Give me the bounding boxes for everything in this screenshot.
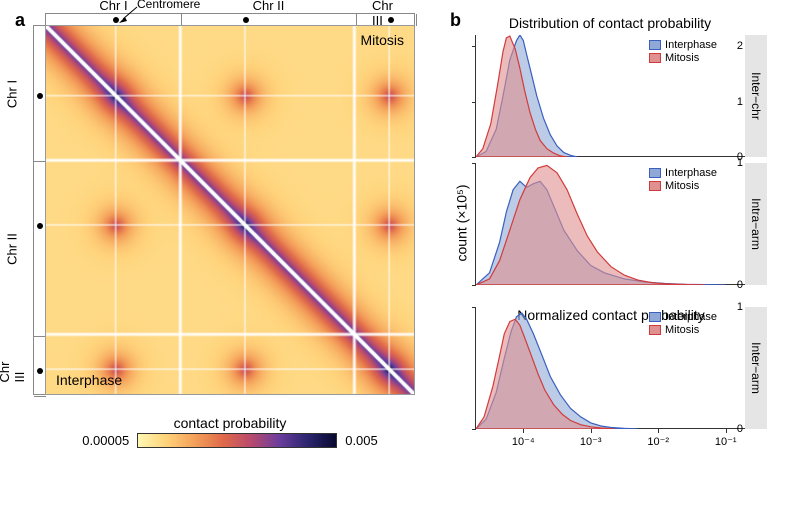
panel-a: a Chr IChr IIChr III Chr IChr IIChr III …	[15, 10, 435, 448]
legend: InterphaseMitosis	[649, 167, 717, 193]
colorbar-wrapper: contact probability 0.00005 0.005	[45, 415, 415, 448]
panel-b-label: b	[450, 10, 461, 31]
y-axis-label: count (×10⁵)	[454, 184, 470, 261]
chr-label-top: Chr II	[253, 0, 285, 13]
panel-b-title: Distribution of contact probability	[475, 15, 745, 31]
facet-strip: Inter−arm	[745, 307, 767, 429]
colorbar	[137, 433, 337, 448]
legend: InterphaseMitosis	[649, 39, 717, 65]
colorbar-min: 0.00005	[82, 433, 129, 448]
figure-container: a Chr IChr IIChr III Chr IChr IIChr III …	[0, 0, 800, 458]
chr-label-left: Chr I	[5, 79, 20, 107]
subplots-container: count (×10⁵) Inter−chrInterphaseMitosis0…	[475, 35, 775, 429]
panel-a-label: a	[15, 10, 25, 31]
subplot-intra−arm: Intra−armInterphaseMitosis01	[475, 163, 745, 285]
colorbar-row: 0.00005 0.005	[45, 433, 415, 448]
chr-label-left: Chr II	[5, 233, 20, 265]
heatmap-canvas	[46, 26, 414, 394]
colorbar-max: 0.005	[345, 433, 378, 448]
chr-label-top: Chr III	[372, 0, 400, 28]
mitosis-label: Mitosis	[360, 32, 404, 48]
heatmap-left-axis: Chr IChr IIChr III	[33, 25, 45, 395]
subplot-inter−chr: Inter−chrInterphaseMitosis012	[475, 35, 745, 157]
facet-strip: Intra−arm	[745, 163, 767, 285]
heatmap-wrapper: Chr IChr IIChr III Chr IChr IIChr III Mi…	[45, 25, 435, 395]
facet-strip: Inter−chr	[745, 35, 767, 157]
legend: InterphaseMitosis	[649, 311, 717, 337]
centromere-pointer: Centromere	[137, 0, 200, 11]
contact-heatmap: Mitosis Interphase	[45, 25, 415, 395]
arrow-icon	[117, 5, 147, 25]
colorbar-title: contact probability	[45, 415, 415, 431]
chr-label-left: Chr III	[0, 350, 27, 383]
interphase-label: Interphase	[56, 372, 122, 388]
heatmap-top-axis: Chr IChr IIChr III	[45, 13, 415, 25]
panel-b: b Distribution of contact probability co…	[450, 10, 780, 448]
subplot-inter−arm: Inter−armInterphaseMitosis0110⁻⁴10⁻³10⁻²…	[475, 307, 745, 429]
